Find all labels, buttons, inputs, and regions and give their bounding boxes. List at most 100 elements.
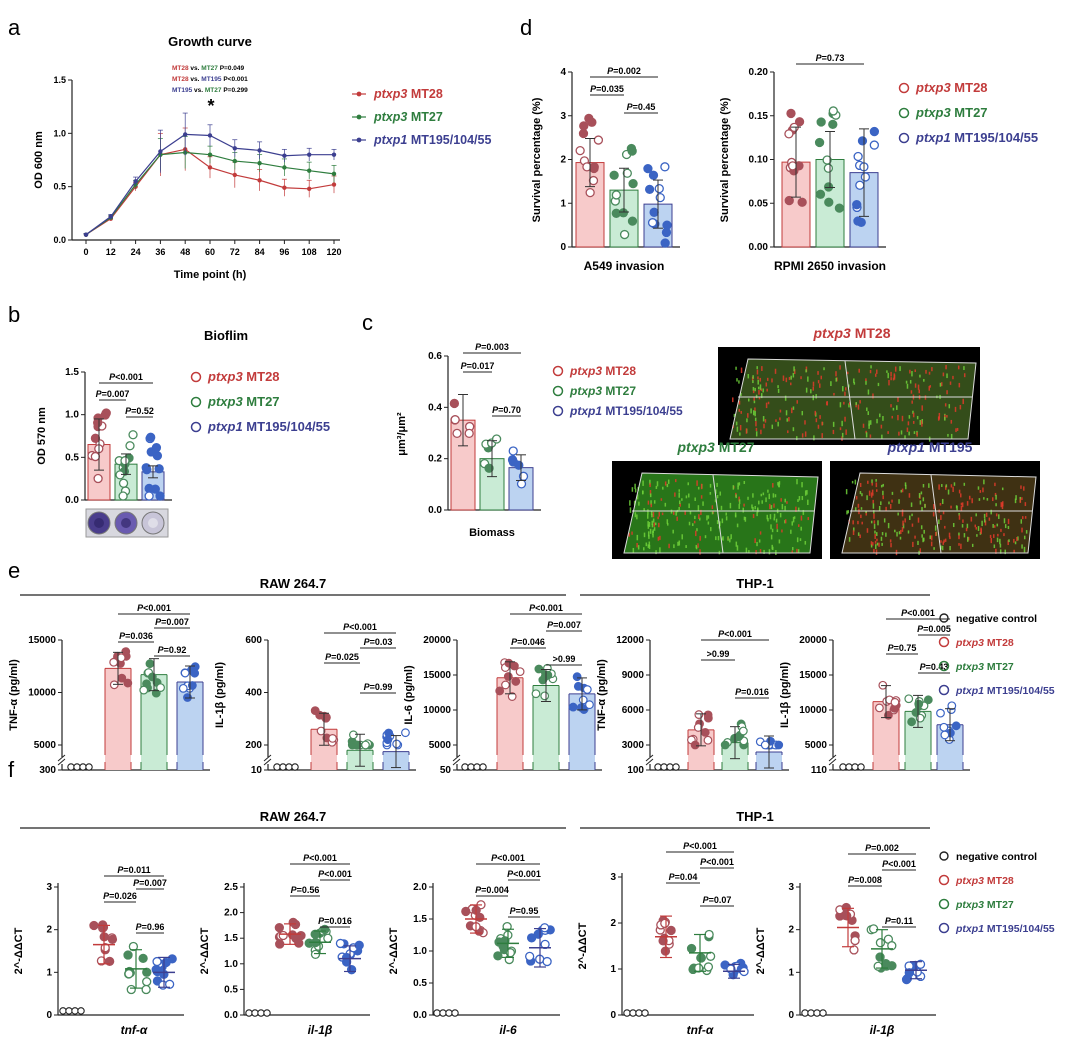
- data-dot: [686, 943, 697, 954]
- biofilm-speck: [679, 503, 681, 507]
- biofilm-speck: [689, 510, 692, 515]
- data-dot: [142, 465, 152, 475]
- biofilm-speck: [768, 493, 771, 500]
- data-dot: [123, 678, 133, 688]
- biofilm-speck: [898, 531, 901, 535]
- biofilm-speck: [820, 375, 823, 380]
- control-dot: [285, 763, 293, 771]
- biofilm-speck: [792, 547, 794, 551]
- data-dot: [514, 460, 524, 470]
- biofilm-speck: [685, 545, 687, 548]
- biofilm-speck: [1023, 546, 1026, 553]
- y-tick-label: 0.0: [65, 495, 79, 506]
- biofilm-speck: [738, 504, 740, 509]
- biofilm-speck: [892, 377, 895, 381]
- control-dot: [251, 1009, 259, 1017]
- y-axis-title: 2^-ΔΔCT: [755, 927, 767, 974]
- data-dot: [278, 930, 288, 941]
- biofilm-speck: [914, 369, 916, 373]
- biofilm-speck: [870, 492, 873, 498]
- biofilm-speck: [958, 534, 960, 540]
- y-tick-label: 0: [610, 1010, 616, 1021]
- data-dot: [107, 934, 118, 945]
- legend-c-mt27-gene: ptxp3: [569, 384, 605, 398]
- y-tick-label: 10000: [799, 705, 827, 716]
- biofilm-speck: [813, 435, 815, 441]
- biofilm-speck: [848, 384, 850, 388]
- y-tick-label: 2.5: [224, 882, 238, 893]
- biofilm-speck: [857, 520, 859, 525]
- pvalue-p: P: [343, 622, 350, 632]
- biofilm-speck: [872, 503, 875, 509]
- y-tick-label: 6000: [622, 705, 645, 716]
- data-dot: [354, 940, 364, 950]
- biofilm-speck: [763, 549, 765, 554]
- biofilm-speck: [995, 494, 997, 500]
- biofilm-speck: [812, 395, 815, 401]
- stat-part: P=0.299: [223, 87, 248, 94]
- biofilm-speck: [753, 400, 756, 404]
- legend-c-mt195-strain: MT195/104/55: [605, 404, 683, 418]
- biofilm-speck: [725, 516, 728, 521]
- data-dot: [493, 951, 503, 961]
- biofilm-speck: [866, 528, 869, 533]
- biofilm-speck: [796, 548, 798, 553]
- data-dot: [609, 170, 619, 180]
- biofilm-speck: [874, 540, 877, 544]
- data-dot: [648, 170, 659, 180]
- data-dot: [923, 695, 933, 705]
- pvalue-p: P: [547, 620, 554, 630]
- biofilm-speck: [796, 479, 798, 485]
- legend-c-mt28-gene: ptxp3: [569, 364, 605, 378]
- biofilm-speck: [655, 485, 658, 489]
- biofilm-speck: [667, 479, 670, 484]
- biofilm-speck: [801, 433, 804, 438]
- biofilm-speck: [778, 539, 781, 544]
- biofilm-speck: [759, 384, 762, 390]
- data-dot: [619, 229, 630, 240]
- pvalue-p: P: [461, 361, 468, 371]
- biofilm-speck: [779, 513, 782, 518]
- x-axis-title: il-6: [499, 1023, 517, 1037]
- biofilm-speck: [919, 374, 921, 378]
- chart-title: Growth curve: [168, 34, 252, 49]
- data-dot: [907, 717, 917, 727]
- biofilm-speck: [868, 490, 871, 496]
- biofilm-speck: [788, 417, 790, 422]
- biofilm-speck: [859, 400, 861, 404]
- biofilm-speck: [976, 534, 978, 537]
- biofilm-speck: [650, 510, 653, 515]
- biofilm-speck: [949, 381, 952, 385]
- biofilm-speck: [804, 431, 807, 437]
- biofilm-speck: [752, 514, 755, 519]
- biofilm-speck: [785, 410, 788, 416]
- legend-f-mt27-gene: ptxp3: [955, 899, 987, 911]
- biofilm-speck: [961, 502, 964, 508]
- biofilm-speck: [870, 520, 873, 524]
- y-axis-title: OD 600 nm: [33, 131, 45, 189]
- legend-e-mt195-text: ptxp1 MT195/104/55: [955, 685, 1055, 697]
- biofilm-image-mt28: [718, 347, 980, 445]
- control-dot: [279, 763, 287, 771]
- biofilm-speck: [865, 510, 867, 514]
- data-dot: [873, 961, 883, 971]
- biofilm-speck: [994, 482, 996, 487]
- biofilm-speck: [914, 535, 916, 539]
- biofilm-speck: [955, 505, 958, 509]
- data-dot: [118, 478, 129, 488]
- data-dot: [774, 740, 784, 750]
- data-dot: [627, 216, 638, 226]
- data-dot: [703, 735, 713, 745]
- biofilm-speck: [869, 369, 872, 374]
- pvalue-p: P: [735, 687, 742, 697]
- biofilm-speck: [854, 507, 857, 511]
- data-dot: [661, 227, 672, 238]
- biofilm-speck: [950, 484, 953, 488]
- biofilm-speck: [889, 503, 892, 509]
- biofilm-speck: [660, 498, 663, 501]
- biofilm-speck: [880, 484, 883, 488]
- biofilm-speck: [1001, 504, 1004, 510]
- biofilm-speck: [735, 541, 738, 547]
- biofilm-speck: [858, 368, 860, 373]
- biofilm-speck: [699, 517, 701, 521]
